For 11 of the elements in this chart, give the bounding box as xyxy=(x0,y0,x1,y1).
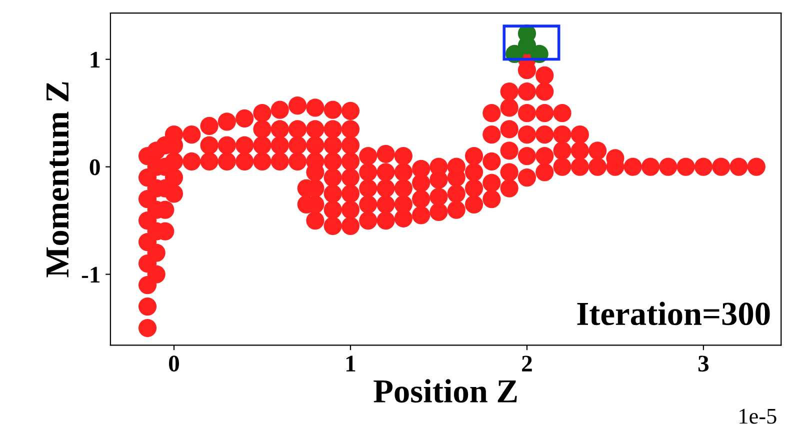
x-tick-label: 0 xyxy=(168,356,179,372)
x-tick-label: 3 xyxy=(698,356,709,372)
x-tick-label: 1 xyxy=(346,356,356,372)
y-tick-label: 1 xyxy=(90,52,100,68)
y-tick-label: 0 xyxy=(90,159,100,176)
y-axis-title: Momentum Z xyxy=(46,82,69,278)
text: 1e-5 xyxy=(740,408,776,424)
x-tick-label: 2 xyxy=(522,356,532,372)
annotation: Iteration=300 xyxy=(577,302,770,326)
x-axis-title: Position Z xyxy=(374,379,517,403)
y-tick-label: -1 xyxy=(82,266,100,282)
